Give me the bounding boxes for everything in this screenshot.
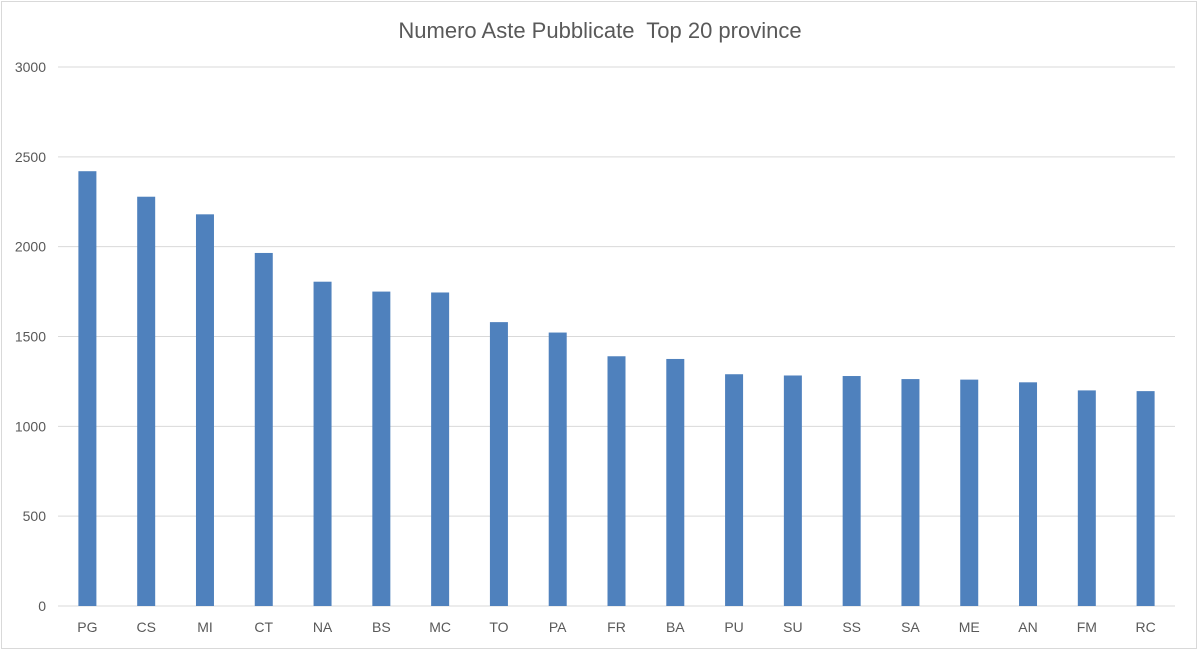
y-tick-label: 2000 — [15, 239, 46, 255]
x-tick-label: PG — [77, 619, 97, 635]
x-axis-ticks: PG CS MI CT NA BS MC TO PA FR BA PU SU SS SA ME AN FM RC — [77, 619, 1155, 635]
y-axis-ticks: 0 500 1000 1500 2000 2500 3000 — [15, 59, 46, 614]
bar-pu — [725, 374, 744, 606]
x-tick-label: RC — [1135, 619, 1155, 635]
bar-pa — [548, 332, 567, 606]
x-tick-label: MC — [429, 619, 451, 635]
bar-na — [313, 281, 332, 606]
bar-bs — [372, 291, 391, 606]
x-tick-label: ME — [959, 619, 980, 635]
bar-ss — [842, 376, 861, 606]
x-tick-label: NA — [313, 619, 333, 635]
x-tick-label: TO — [489, 619, 508, 635]
bar-sa — [901, 379, 920, 606]
x-tick-label: SU — [783, 619, 802, 635]
bar-pg — [78, 171, 97, 606]
x-tick-label: CS — [136, 619, 155, 635]
x-tick-label: BA — [666, 619, 685, 635]
x-tick-label: SA — [901, 619, 920, 635]
y-tick-label: 500 — [23, 508, 47, 524]
x-tick-label: AN — [1018, 619, 1037, 635]
bar-ct — [254, 252, 273, 606]
bar-fm — [1077, 390, 1096, 606]
bar-mi — [195, 214, 214, 606]
x-tick-label: CT — [254, 619, 273, 635]
bar-cs — [137, 196, 156, 606]
y-tick-label: 1500 — [15, 329, 46, 345]
x-tick-label: PU — [724, 619, 743, 635]
bar-an — [1019, 382, 1038, 606]
bar-me — [960, 379, 979, 606]
y-tick-label: 2500 — [15, 149, 46, 165]
x-tick-label: SS — [842, 619, 861, 635]
bar-su — [783, 375, 802, 606]
y-tick-label: 1000 — [15, 418, 46, 434]
x-tick-label: BS — [372, 619, 391, 635]
bar-mc — [431, 292, 450, 606]
bars — [78, 171, 1155, 606]
bar-rc — [1136, 391, 1155, 606]
y-tick-label: 0 — [38, 598, 46, 614]
x-tick-label: FR — [607, 619, 626, 635]
x-tick-label: MI — [197, 619, 213, 635]
x-tick-label: PA — [549, 619, 567, 635]
bar-to — [489, 322, 508, 606]
chart-title: Numero Aste Pubblicate Top 20 province — [398, 18, 802, 43]
bar-fr — [607, 356, 626, 606]
bar-ba — [666, 358, 685, 606]
x-tick-label: FM — [1077, 619, 1097, 635]
y-tick-label: 3000 — [15, 59, 46, 75]
